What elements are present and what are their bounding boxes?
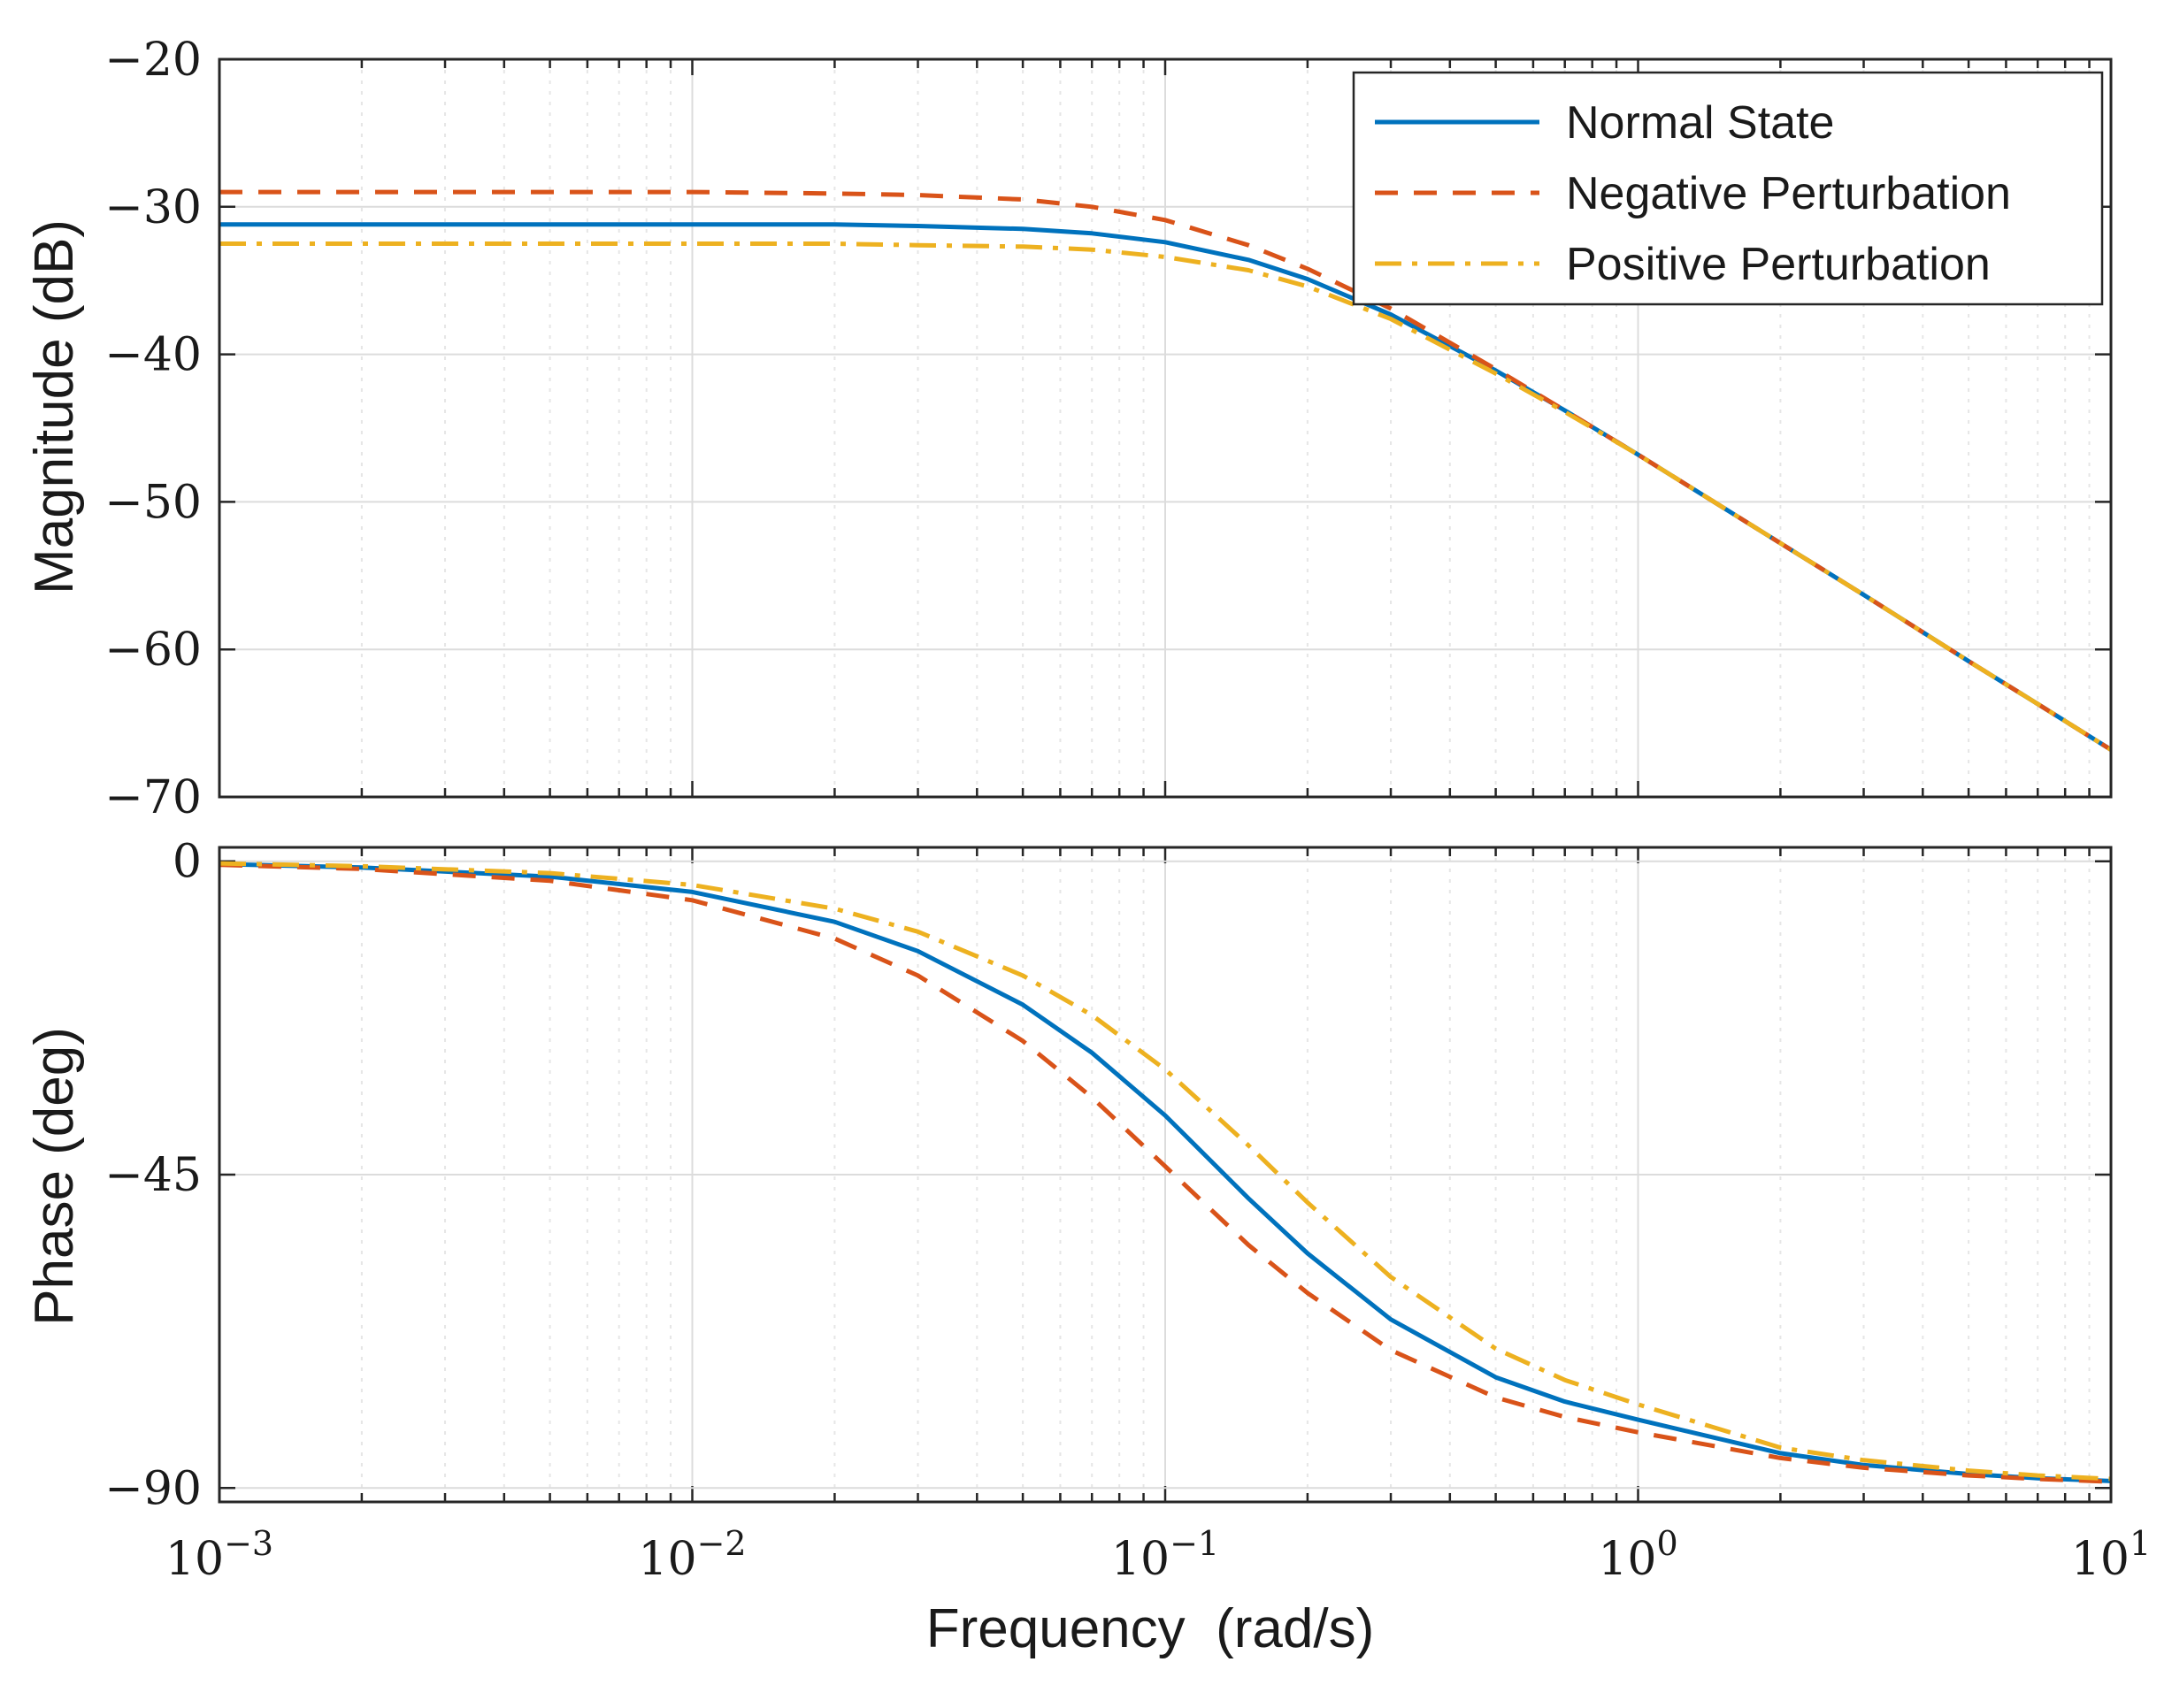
magnitude-y-tick-label: −30 (104, 181, 202, 234)
x-tick-label: 10−3 (165, 1524, 273, 1586)
x-tick-label: 10−2 (638, 1524, 746, 1586)
magnitude-y-tick-label: −60 (104, 624, 202, 677)
phase-series-normal-state (219, 862, 2111, 1483)
frequency-axis-label: Frequency (rad/s) (926, 1598, 1375, 1659)
magnitude-panel: −20 −30 −40 −50 −60 −70 (104, 34, 2113, 824)
phase-series-positive-perturbation (219, 861, 2111, 1482)
phase-y-tick-label: −45 (104, 1149, 202, 1202)
legend: Normal State Negative Perturbation Positiv… (1352, 71, 2104, 306)
x-tick-label: 101 (2071, 1524, 2151, 1586)
magnitude-axis-label: Magnitude (dB) (24, 219, 85, 594)
x-tick-label: 10−1 (1111, 1524, 1219, 1586)
legend-box (1352, 71, 2104, 306)
legend-entry-label: Normal State (1566, 97, 1834, 149)
magnitude-axes-frame (218, 57, 2113, 799)
x-tick-label: 100 (1598, 1524, 1677, 1586)
magnitude-y-tick-label: −50 (104, 476, 202, 529)
magnitude-y-tick-label: −20 (104, 34, 202, 87)
phase-series-negative-perturbation (219, 862, 2111, 1484)
magnitude-series-positive-perturbation (219, 241, 2111, 752)
phase-axis-label: Phase (deg) (24, 1027, 85, 1326)
magnitude-y-tick-label: −70 (104, 771, 202, 824)
legend-entry-label: Negative Perturbation (1566, 168, 2011, 219)
magnitude-y-tick-label: −40 (104, 329, 202, 382)
phase-axes-frame (218, 846, 2113, 1504)
legend-entry-label: Positive Perturbation (1566, 239, 1991, 290)
phase-y-tick-label: −90 (104, 1462, 202, 1515)
phase-panel: 0 −45 −90 10−3 10−2 10−1 100 101 (104, 836, 2151, 1586)
phase-y-tick-label: 0 (173, 836, 202, 889)
